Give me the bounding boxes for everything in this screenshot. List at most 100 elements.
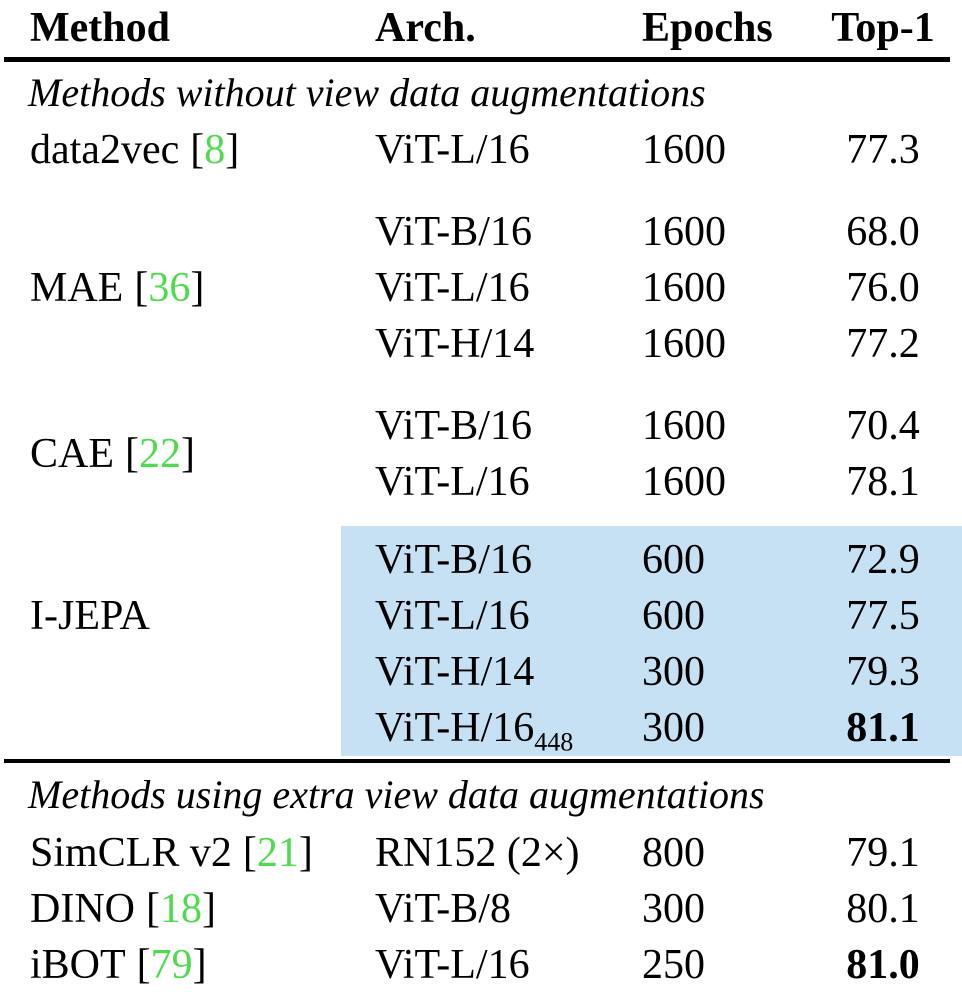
column-header-top1: Top-1 xyxy=(831,5,935,51)
citation-link[interactable]: [21] xyxy=(243,829,313,877)
epochs-cell: 300 xyxy=(642,886,705,932)
table-row: ViT-B/16 1600 70.4 xyxy=(375,398,962,454)
top1-cell: 77.3 xyxy=(846,127,920,173)
table-row: ViT-H/14 300 79.3 xyxy=(375,644,962,700)
citation-number: 21 xyxy=(256,830,299,876)
table-row: ViT-L/16 600 77.5 xyxy=(375,588,962,644)
arch-text: ViT-H/16 xyxy=(375,705,535,751)
table-row: ViT-B/16 1600 68.0 xyxy=(375,204,962,260)
group-rows: ViT-L/16 250 81.0 xyxy=(375,937,962,992)
method-name: SimCLR v2 xyxy=(30,830,232,876)
group-rows: RN152 (2×) 800 79.1 xyxy=(375,825,962,881)
top1-cell: 72.9 xyxy=(846,537,920,583)
table-row: ViT-H/16448 300 81.1 xyxy=(375,700,962,756)
bracket-close: ] xyxy=(190,265,205,311)
bracket-close: ] xyxy=(225,127,240,173)
epochs-cell: 250 xyxy=(642,942,705,988)
bracket-open: [ xyxy=(136,942,151,988)
method-label-simclrv2: SimCLR v2 [21] xyxy=(0,825,375,881)
method-name: MAE xyxy=(30,265,124,311)
group-rows: ViT-B/8 300 80.1 xyxy=(375,881,962,937)
top1-cell: 70.4 xyxy=(846,403,920,449)
arch-cell: ViT-L/16 xyxy=(375,459,530,505)
epochs-cell: 600 xyxy=(642,537,705,583)
citation-link[interactable]: [36] xyxy=(134,264,204,312)
bracket-open: [ xyxy=(125,431,139,477)
epochs-cell: 1600 xyxy=(642,209,726,255)
top1-cell-best: 81.1 xyxy=(846,705,920,751)
arch-cell: ViT-H/14 xyxy=(375,649,535,695)
citation-number: 22 xyxy=(139,431,181,477)
bracket-open: [ xyxy=(134,265,149,311)
citation-link[interactable]: [22] xyxy=(125,430,195,478)
table-row: ViT-L/16 250 81.0 xyxy=(375,937,962,992)
epochs-cell: 1600 xyxy=(642,321,726,367)
epochs-cell: 1600 xyxy=(642,459,726,505)
method-label-ibot: iBOT [79] xyxy=(0,937,375,992)
method-group-simclrv2: SimCLR v2 [21] RN152 (2×) 800 79.1 xyxy=(0,825,962,881)
epochs-cell: 600 xyxy=(642,593,705,639)
column-header-epochs: Epochs xyxy=(642,5,773,51)
epochs-cell: 1600 xyxy=(642,265,726,311)
table-row: ViT-B/16 600 72.9 xyxy=(375,532,962,588)
bracket-open: [ xyxy=(190,127,205,173)
arch-cell: ViT-B/8 xyxy=(375,886,511,932)
column-header-arch: Arch. xyxy=(375,5,476,51)
top1-cell: 77.2 xyxy=(846,321,920,367)
arch-cell: ViT-L/16 xyxy=(375,593,530,639)
method-label-mae: MAE [36] xyxy=(0,204,375,372)
arch-cell: ViT-B/16 xyxy=(375,403,532,449)
highlight-background xyxy=(341,526,962,756)
section-label-extra-augmentations: Methods using extra view data augmentati… xyxy=(28,771,765,817)
group-rows: ViT-B/16 1600 70.4 ViT-L/16 1600 78.1 xyxy=(375,398,962,510)
method-name: data2vec xyxy=(30,127,180,173)
table-row: RN152 (2×) 800 79.1 xyxy=(375,825,962,881)
column-header-method: Method xyxy=(30,5,170,51)
citation-number: 8 xyxy=(204,127,226,173)
table-row: ViT-B/8 300 80.1 xyxy=(375,881,962,937)
method-label-dino: DINO [18] xyxy=(0,881,375,937)
method-name: I-JEPA xyxy=(30,593,150,639)
epochs-cell: 300 xyxy=(642,705,705,751)
epochs-cell: 800 xyxy=(642,830,705,876)
top1-cell: 80.1 xyxy=(846,886,920,932)
table-row: ViT-L/16 1600 77.3 xyxy=(375,122,962,178)
arch-subscript: 448 xyxy=(534,727,574,757)
top1-cell: 79.3 xyxy=(846,649,920,695)
method-group-ibot: iBOT [79] ViT-L/16 250 81.0 xyxy=(0,937,962,992)
top1-cell: 79.1 xyxy=(846,830,920,876)
citation-link[interactable]: [18] xyxy=(146,885,216,933)
bracket-close: ] xyxy=(181,431,195,477)
arch-cell: RN152 (2×) xyxy=(375,830,580,876)
epochs-cell: 300 xyxy=(642,649,705,695)
arch-cell: ViT-B/16 xyxy=(375,209,532,255)
method-group-dino: DINO [18] ViT-B/8 300 80.1 xyxy=(0,881,962,937)
method-name: iBOT xyxy=(30,942,126,988)
group-rows: ViT-B/16 600 72.9 ViT-L/16 600 77.5 ViT-… xyxy=(375,526,962,756)
top1-cell: 78.1 xyxy=(846,459,920,505)
arch-cell: ViT-H/16448 xyxy=(375,704,642,755)
bracket-open: [ xyxy=(242,830,257,876)
arch-cell: ViT-B/16 xyxy=(375,537,532,583)
citation-link[interactable]: [8] xyxy=(190,126,239,174)
table-row: ViT-H/14 1600 77.2 xyxy=(375,316,962,372)
method-group-data2vec: data2vec [8] ViT-L/16 1600 77.3 xyxy=(0,122,962,178)
citation-number: 36 xyxy=(148,265,191,311)
method-label-cae: CAE [22] xyxy=(0,398,375,510)
citation-number: 18 xyxy=(159,886,202,932)
group-rows: ViT-L/16 1600 77.3 xyxy=(375,122,962,178)
table-row: ViT-L/16 1600 76.0 xyxy=(375,260,962,316)
citation-link[interactable]: [79] xyxy=(137,941,207,989)
method-group-cae: CAE [22] ViT-B/16 1600 70.4 ViT-L/16 160… xyxy=(0,398,962,510)
epochs-cell: 1600 xyxy=(642,127,726,173)
group-rows: ViT-B/16 1600 68.0 ViT-L/16 1600 76.0 Vi… xyxy=(375,204,962,372)
arch-cell: ViT-L/16 xyxy=(375,127,530,173)
method-name: CAE xyxy=(30,431,114,477)
epochs-cell: 1600 xyxy=(642,403,726,449)
top1-cell: 68.0 xyxy=(846,209,920,255)
bracket-close: ] xyxy=(201,886,216,932)
bracket-close: ] xyxy=(298,830,313,876)
top1-cell: 76.0 xyxy=(846,265,920,311)
section-label-without-augmentations: Methods without view data augmentations xyxy=(28,69,706,115)
